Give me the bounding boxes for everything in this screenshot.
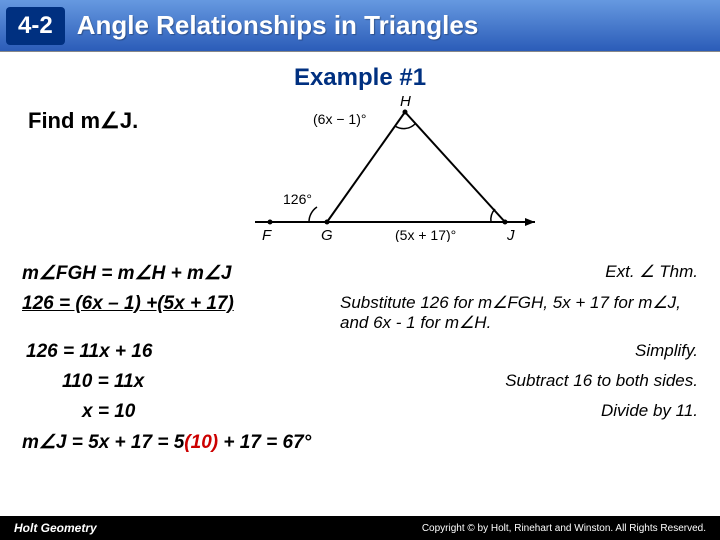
step-eq: 126 = 11x + 16 [26,341,152,363]
header-bar: 4-2 Angle Relationships in Triangles [0,0,720,52]
final-prefix: m∠J = 5x + 17 = 5 [22,432,184,453]
section-badge: 4-2 [6,7,65,45]
step-reason: Subtract 16 to both sides. [493,371,698,391]
triangle-diagram: F G H J 126° (6x − 1)° (5x + 17)° [245,92,545,242]
footer-bar: Holt Geometry Copyright © by Holt, Rineh… [0,516,720,540]
final-eq: m∠J = 5x + 17 = 5(10) + 17 = 67° [22,431,311,454]
step-reason: Simplify. [623,341,698,361]
label-H: H [400,93,411,110]
label-J: J [506,227,515,242]
step-eq: m∠FGH = m∠H + m∠J [22,262,231,285]
footer-right: Copyright © by Holt, Rinehart and Winsto… [422,523,706,534]
step-reason: Ext. ∠ Thm. [593,262,698,282]
angle-symbol: ∠ [100,108,120,133]
step-reason: Substitute 126 for m∠FGH, 5x + 17 for m∠… [328,293,698,333]
step-row: x = 10 Divide by 11. [22,401,698,423]
step-row: 126 = (6x – 1) +(5x + 17) Substitute 126… [22,293,698,333]
angle-126: 126° [283,191,312,207]
footer-left: Holt Geometry [14,521,97,535]
step-eq: x = 10 [82,401,135,423]
final-red: (10) [184,432,218,453]
final-row: m∠J = 5x + 17 = 5(10) + 17 = 67° [22,431,698,454]
header-title: Angle Relationships in Triangles [77,10,479,41]
step-eq: 110 = 11x [62,371,144,393]
step-row: 110 = 11x Subtract 16 to both sides. [22,371,698,393]
step-row: 126 = 11x + 16 Simplify. [22,341,698,363]
find-prefix: Find m [28,108,100,133]
expr-bottom: (5x + 17)° [395,227,456,242]
step-row: m∠FGH = m∠H + m∠J Ext. ∠ Thm. [22,262,698,285]
label-F: F [262,227,272,242]
label-G: G [321,227,333,242]
final-suffix: + 17 = 67° [218,432,311,453]
step-eq: 126 = (6x – 1) +(5x + 17) [22,293,234,315]
step-reason: Divide by 11. [589,401,698,421]
expr-top: (6x − 1)° [313,111,366,127]
find-angle: J. [120,108,138,133]
find-prompt: Find m∠J. [28,108,138,134]
work-steps: m∠FGH = m∠H + m∠J Ext. ∠ Thm. 126 = (6x … [22,262,698,462]
example-title: Example #1 [0,64,720,92]
